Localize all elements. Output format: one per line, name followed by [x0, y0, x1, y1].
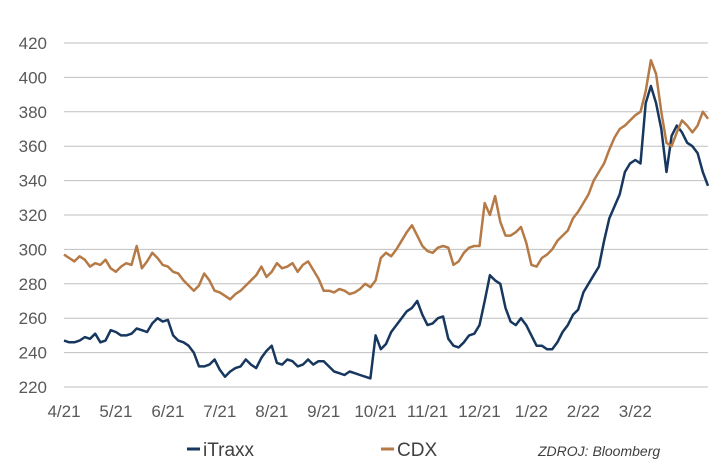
x-tick-label: 12/21: [458, 402, 501, 421]
legend-label-cdx: CDX: [397, 440, 437, 461]
x-axis-tick-labels: 4/21 5/21 6/21 7/21 8/21 9/21 10/21 11/21 12/21 1…: [47, 402, 651, 421]
source-note: ZDROJ: Bloomberg: [537, 443, 660, 459]
x-tick-label: 9/21: [307, 402, 340, 421]
y-tick-label: 320: [19, 206, 47, 225]
y-axis-tick-labels: 220 240 260 280 300 320 340 360 380 400 420: [19, 34, 47, 397]
series-line-itraxx: [63, 84, 710, 380]
y-tick-label: 420: [19, 34, 47, 53]
legend-label-itraxx: iTraxx: [203, 440, 255, 461]
x-tick-label: 11/21: [407, 402, 448, 421]
x-tick-label: 10/21: [354, 402, 397, 421]
x-tick-label: 5/21: [99, 402, 132, 421]
y-tick-label: 380: [19, 103, 47, 122]
series-line-cdx: [63, 58, 709, 301]
y-tick-label: 340: [19, 172, 47, 191]
x-tick-label: 3/22: [619, 402, 652, 421]
y-tick-label: 220: [19, 378, 47, 397]
x-tick-label: 6/21: [151, 402, 184, 421]
x-tick-label: 2/22: [567, 402, 600, 421]
y-tick-label: 360: [19, 137, 47, 156]
y-tick-label: 240: [19, 344, 47, 363]
x-tick-label: 1/22: [515, 402, 548, 421]
x-tick-label: 7/21: [203, 402, 236, 421]
x-tick-label: 8/21: [255, 402, 288, 421]
y-tick-label: 300: [19, 240, 47, 259]
y-tick-label: 260: [19, 309, 47, 328]
x-tick-label: 4/21: [47, 402, 80, 421]
y-tick-label: 280: [19, 275, 47, 294]
legend: iTraxx CDX: [187, 440, 437, 461]
gridlines: [64, 42, 708, 388]
y-tick-label: 400: [19, 68, 47, 87]
series-lines: [63, 58, 710, 380]
